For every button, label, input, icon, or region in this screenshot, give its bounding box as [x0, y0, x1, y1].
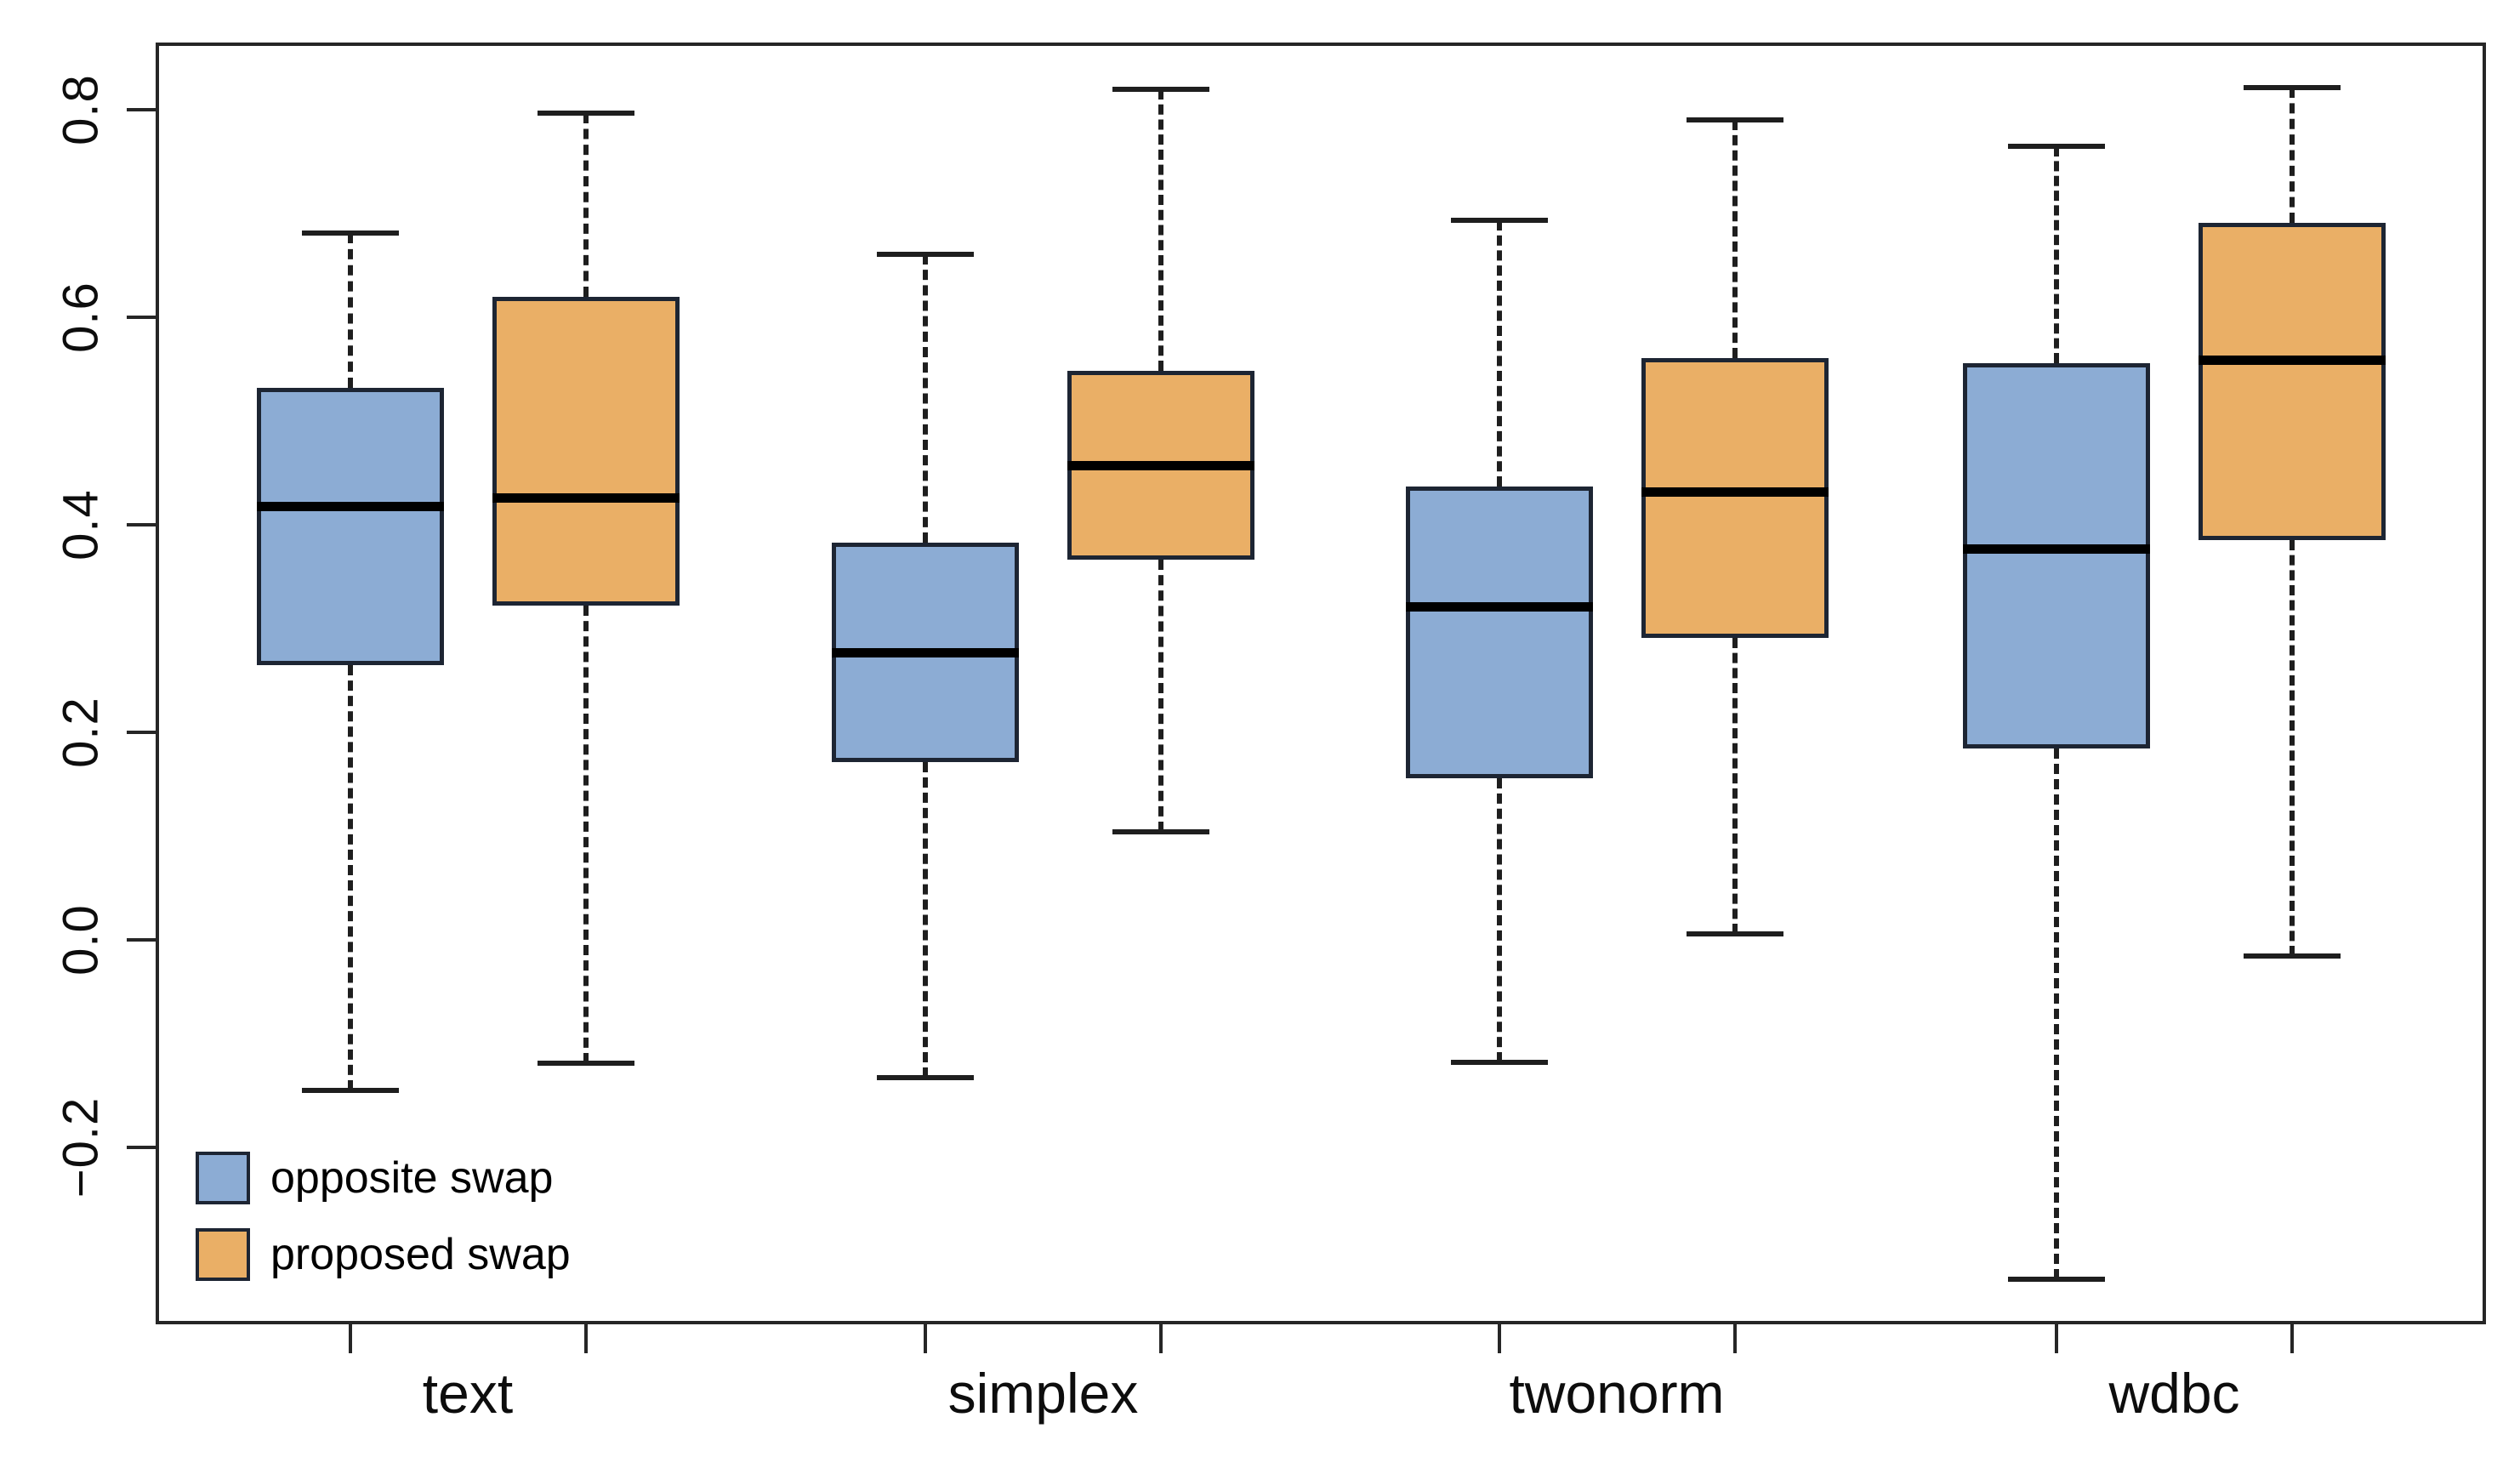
legend-label-proposed-swap: proposed swap	[270, 1230, 571, 1279]
whisker-upper	[2290, 88, 2295, 223]
median-line	[1067, 461, 1254, 471]
median-line	[492, 493, 680, 504]
whisker-cap-upper	[1112, 86, 1209, 92]
x-axis-label: simplex	[947, 1362, 1139, 1425]
x-axis-tick	[1497, 1324, 1501, 1353]
whisker-cap-upper	[877, 251, 974, 257]
whisker-cap-upper	[1686, 117, 1783, 123]
x-axis-tick	[348, 1324, 352, 1353]
box-proposed-swap-twonorm	[1641, 357, 1829, 638]
whisker-lower	[1496, 777, 1502, 1062]
y-axis-tick	[127, 1145, 156, 1149]
whisker-upper	[583, 112, 589, 297]
x-axis-tick	[2055, 1324, 2058, 1353]
x-axis-tick	[2290, 1324, 2294, 1353]
whisker-cap-lower	[1112, 829, 1209, 835]
whisker-upper	[347, 233, 353, 388]
box-opposite-swap-wdbc	[1963, 362, 2150, 749]
whisker-cap-lower	[537, 1061, 634, 1067]
whisker-cap-lower	[301, 1087, 399, 1093]
whisker-lower	[2054, 748, 2059, 1279]
y-axis-tick	[127, 107, 156, 111]
y-axis-tick	[127, 937, 156, 942]
whisker-lower	[1732, 637, 1738, 934]
x-axis-label: text	[422, 1362, 514, 1425]
whisker-lower	[923, 762, 928, 1079]
whisker-upper	[1496, 220, 1502, 487]
y-axis-label: 0.6	[53, 282, 109, 353]
whisker-upper	[1732, 120, 1738, 358]
y-axis-tick	[127, 522, 156, 526]
whisker-upper	[1158, 88, 1163, 372]
median-line	[256, 501, 444, 511]
box-opposite-swap-text	[256, 387, 444, 665]
whisker-cap-upper	[301, 231, 399, 236]
whisker-lower	[2290, 540, 2295, 957]
whisker-cap-lower	[2008, 1276, 2105, 1282]
median-line	[1641, 487, 1829, 497]
whisker-cap-lower	[1450, 1059, 1548, 1065]
y-axis-label: 0.0	[53, 904, 109, 976]
whisker-cap-upper	[1450, 218, 1548, 224]
legend: opposite swap proposed swap	[196, 1152, 571, 1305]
whisker-cap-upper	[2244, 85, 2341, 91]
legend-row-opposite-swap: opposite swap	[196, 1152, 571, 1204]
x-axis-tick	[1732, 1324, 1737, 1353]
whisker-cap-upper	[2008, 143, 2105, 149]
box-proposed-swap-wdbc	[2199, 222, 2386, 541]
legend-swatch-proposed-swap	[196, 1228, 250, 1281]
legend-row-proposed-swap: proposed swap	[196, 1228, 571, 1281]
legend-label-opposite-swap: opposite swap	[270, 1153, 554, 1203]
whisker-cap-upper	[537, 110, 634, 116]
whisker-cap-lower	[877, 1075, 974, 1081]
whisker-lower	[1158, 560, 1163, 833]
y-axis-label: 0.8	[53, 74, 109, 145]
box-proposed-swap-text	[492, 296, 680, 606]
y-axis-tick	[127, 730, 156, 734]
y-axis-label: −0.2	[53, 1096, 109, 1198]
x-axis-label: twonorm	[1509, 1362, 1725, 1425]
y-axis-tick	[127, 315, 156, 319]
x-axis-tick	[1159, 1324, 1163, 1353]
whisker-cap-lower	[2244, 953, 2341, 959]
median-line	[1963, 544, 2150, 555]
median-line	[2199, 355, 2386, 365]
whisker-lower	[583, 606, 589, 1064]
whisker-cap-lower	[1686, 931, 1783, 936]
x-axis-label: wdbc	[2108, 1362, 2240, 1425]
y-axis-label: 0.2	[53, 697, 109, 768]
box-opposite-swap-twonorm	[1405, 486, 1593, 778]
whisker-upper	[923, 253, 928, 543]
y-axis-label: 0.4	[53, 489, 109, 561]
x-axis-tick	[583, 1324, 588, 1353]
whisker-lower	[347, 664, 353, 1090]
median-line	[1405, 602, 1593, 612]
x-axis-tick	[924, 1324, 927, 1353]
whisker-upper	[2054, 145, 2059, 363]
median-line	[832, 648, 1019, 658]
legend-swatch-opposite-swap	[196, 1152, 250, 1204]
